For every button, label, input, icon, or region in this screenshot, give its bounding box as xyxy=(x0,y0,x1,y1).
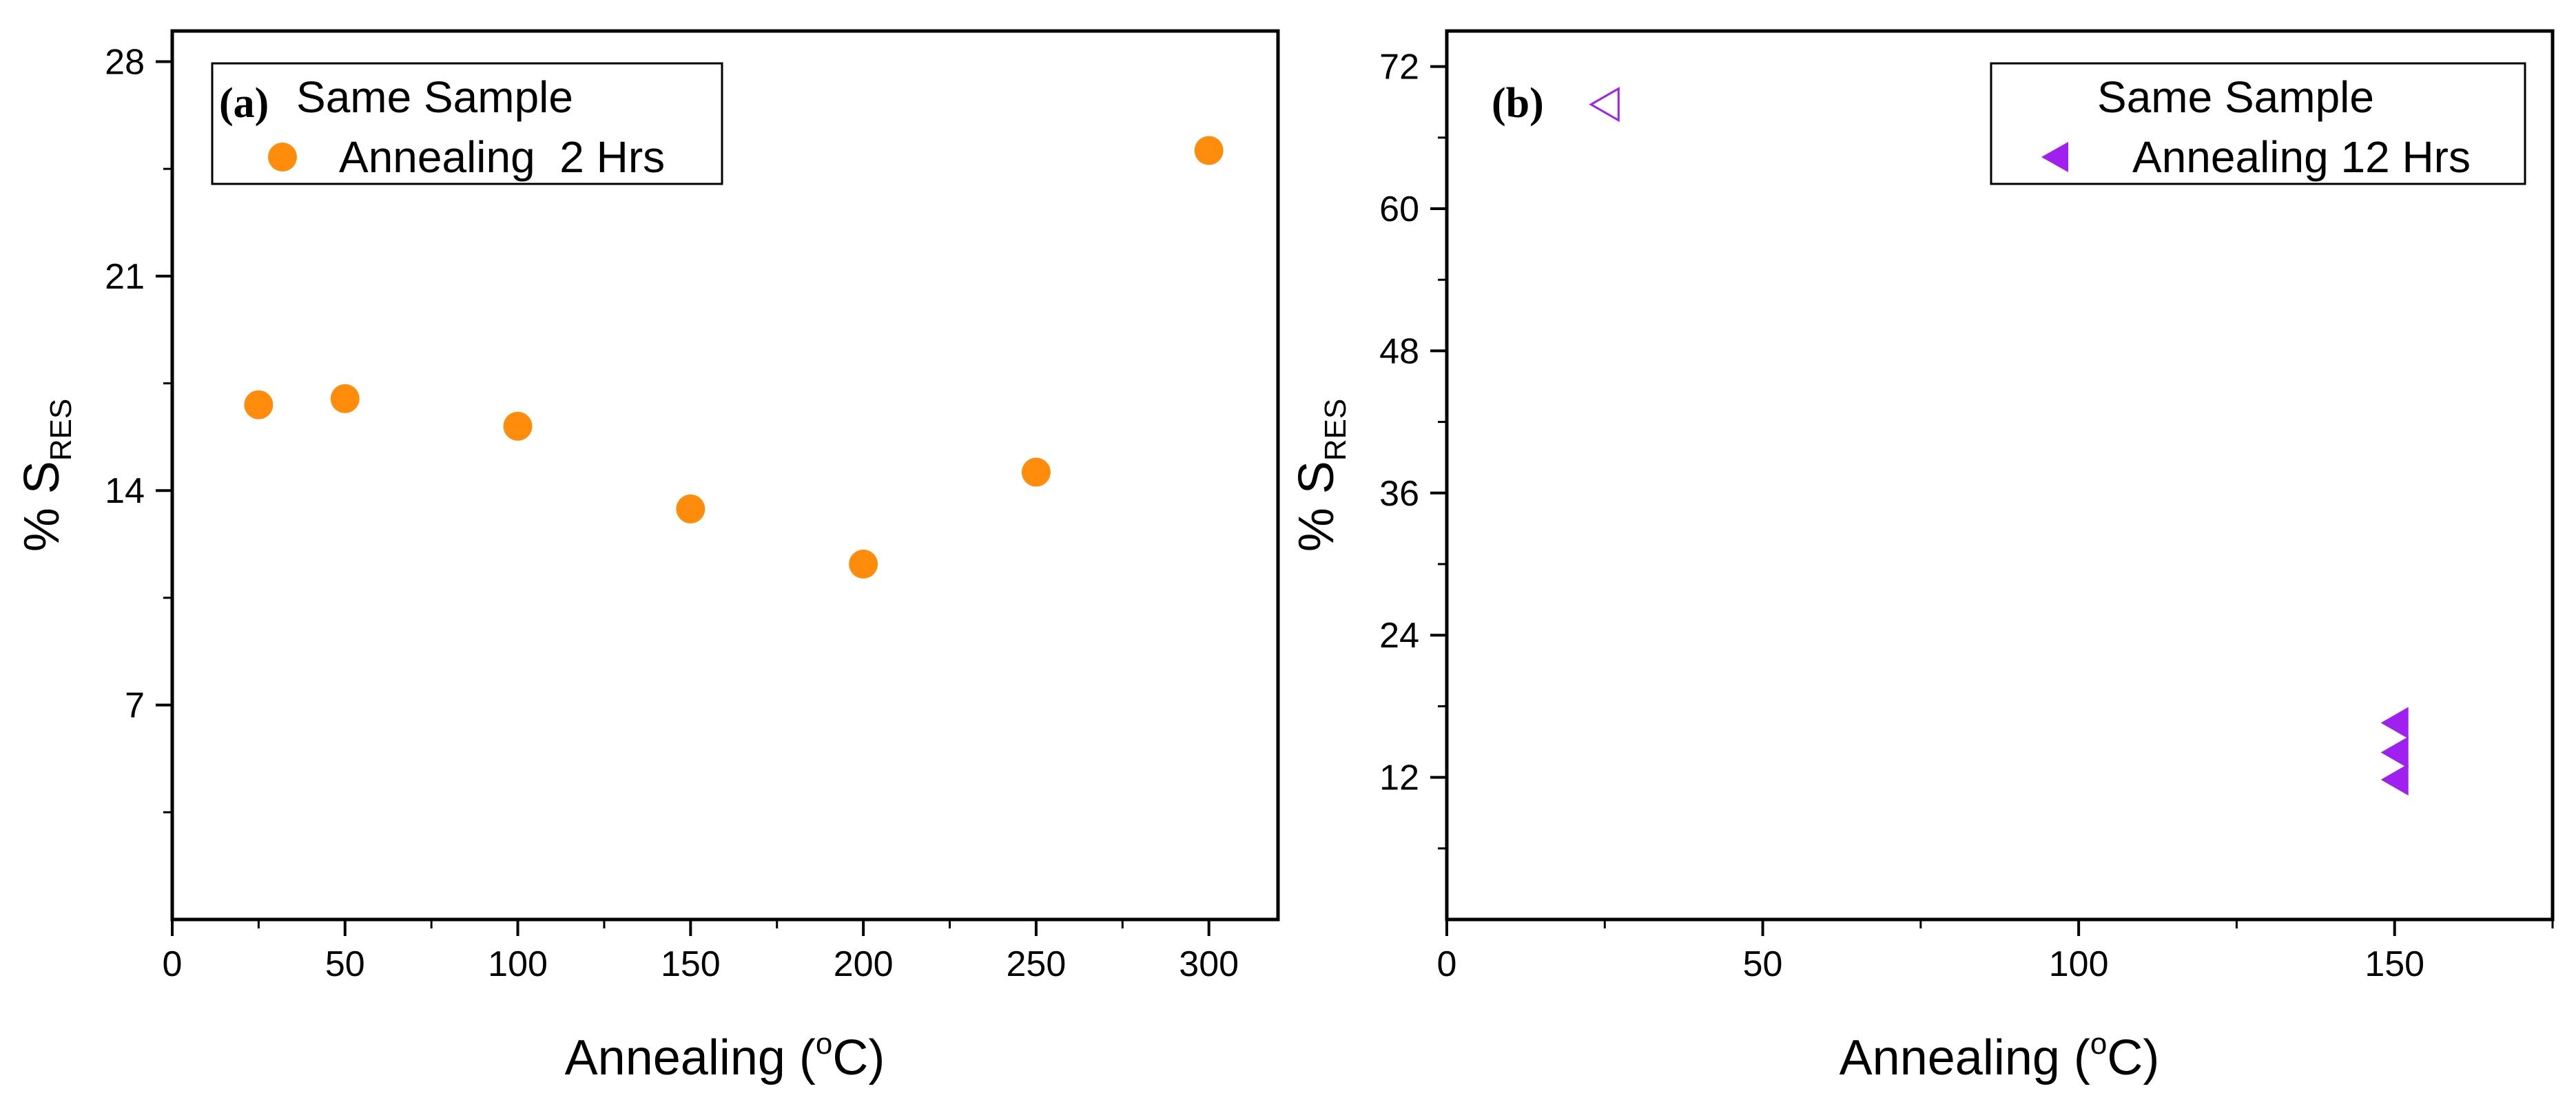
panel-a-legend-box xyxy=(211,62,723,185)
y-tick-label: 14 xyxy=(105,471,145,511)
x-tick-label: 0 xyxy=(163,944,183,984)
panel-b-legend-label: Annealing 12 Hrs xyxy=(2132,132,2471,182)
panel-b-panel-label: (b) xyxy=(1492,80,1544,127)
data-point xyxy=(2380,764,2409,796)
panel-a-legend-marker xyxy=(268,143,297,171)
data-point xyxy=(2380,736,2409,769)
x-tick-label: 100 xyxy=(488,944,548,984)
data-point xyxy=(330,384,360,413)
panel-a-chart: 0 50 100 150 200 250 300 7 14 21 28 Annealing (oC)… xyxy=(14,29,1280,1085)
panel-b-tick-labels: 0 50 100 150 12 24 36 48 60 72 xyxy=(1379,48,2424,984)
data-point xyxy=(1021,457,1051,487)
panel-a-plot-frame xyxy=(170,29,1280,922)
panel-b-chart: 0 50 100 150 12 24 36 48 60 72 Annealing (oC) % S… xyxy=(1289,29,2555,1085)
panel-a-x-axis-title: Annealing (oC) xyxy=(565,1027,885,1085)
data-point xyxy=(503,411,533,441)
y-tick-label: 21 xyxy=(105,257,145,297)
y-tick-label: 28 xyxy=(105,42,145,82)
y-tick-label: 7 xyxy=(125,686,145,726)
y-tick-label: 72 xyxy=(1379,48,1419,87)
x-tick-label: 200 xyxy=(834,944,894,984)
panel-a-tick-labels: 0 50 100 150 200 250 300 7 14 21 28 xyxy=(105,42,1239,984)
data-point-open xyxy=(1589,87,1620,123)
y-tick-label: 36 xyxy=(1379,474,1419,514)
x-tick-label: 150 xyxy=(661,944,721,984)
x-tick-label: 100 xyxy=(2049,944,2109,984)
panel-a-legend-title: Same Sample xyxy=(296,72,573,122)
x-tick-label: 300 xyxy=(1179,944,1239,984)
panel-b-legend-marker xyxy=(2041,142,2068,172)
y-tick-label: 60 xyxy=(1379,189,1419,229)
panel-b-points xyxy=(1589,87,2409,796)
panel-a-legend-label: Annealing 2 Hrs xyxy=(339,132,665,182)
y-tick-label: 12 xyxy=(1379,758,1419,798)
y-tick-label: 24 xyxy=(1379,616,1419,656)
data-point xyxy=(849,550,878,579)
panel-b-x-axis-title: Annealing (oC) xyxy=(1840,1027,2160,1085)
x-tick-label: 50 xyxy=(1743,944,1783,984)
panel-b-plot-frame xyxy=(1445,29,2555,922)
panel-a-panel-label: (a) xyxy=(219,80,269,127)
data-point xyxy=(676,494,705,523)
data-point xyxy=(1194,136,1224,165)
x-tick-label: 150 xyxy=(2364,944,2424,984)
panel-b-legend-box xyxy=(1990,62,2526,185)
y-tick-label: 48 xyxy=(1379,331,1419,371)
panel-a-ticks xyxy=(156,60,1210,936)
panel-b-ticks xyxy=(1430,65,2554,936)
panel-a-points xyxy=(244,136,1224,579)
x-tick-label: 250 xyxy=(1007,944,1067,984)
x-tick-label: 0 xyxy=(1437,944,1457,984)
panel-a-y-axis-title: % SRES xyxy=(14,399,78,552)
x-tick-label: 50 xyxy=(325,944,365,984)
data-point xyxy=(244,390,274,419)
data-point xyxy=(2380,707,2409,739)
panel-b-legend-title: Same Sample xyxy=(2097,72,2374,122)
panel-b-y-axis-title: % SRES xyxy=(1289,399,1352,552)
